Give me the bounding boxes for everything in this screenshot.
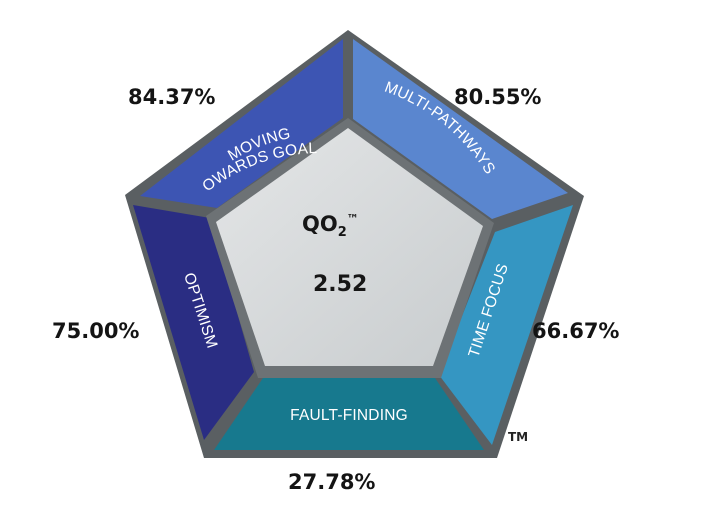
center-title-text: QO (302, 212, 338, 236)
center-title: QO2™ (302, 212, 359, 240)
center-title-subscript: 2 (337, 225, 347, 241)
percent-time-focus: 66.67% (532, 319, 620, 343)
segment-moving-towards-goals (140, 39, 343, 208)
percent-multi-pathways: 80.55% (454, 85, 542, 109)
center-score: 2.52 (313, 272, 368, 297)
segment-optimism (133, 205, 254, 440)
center-title-trademark: ™ (346, 212, 359, 226)
segment-fault-finding (214, 378, 484, 450)
trademark-mark: TM (508, 430, 529, 444)
percent-moving-towards-goals: 84.37% (128, 85, 216, 109)
segment-label-fault-finding: FAULT-FINDING (290, 407, 408, 424)
percent-optimism: 75.00% (52, 319, 140, 343)
center-panel (216, 128, 483, 366)
percent-fault-finding: 27.78% (288, 470, 376, 494)
segment-time-focus (439, 205, 573, 445)
segment-multi-pathways (353, 39, 568, 219)
